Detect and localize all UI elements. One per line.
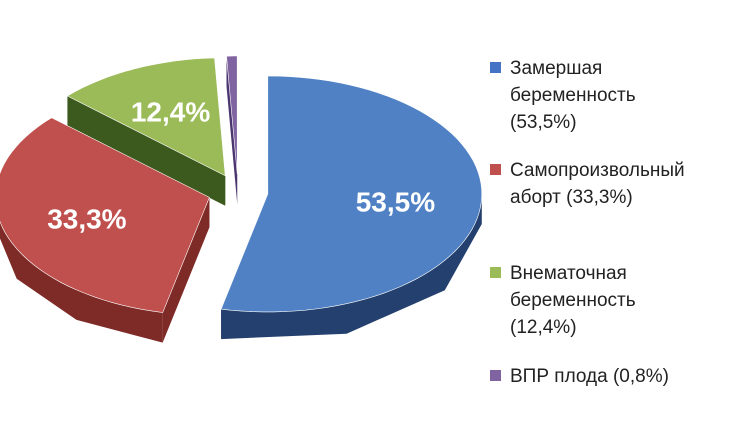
pie-slice-side-frozen-pregnancy [221,193,482,340]
pie-slice-wall-spontaneous-abortion-0 [162,197,210,343]
pie-slice-side-spontaneous-abortion [0,221,163,343]
pie-slices [0,55,483,343]
legend-item-spontaneous-abortion: Самопроизвольный аборт (33,3%) [490,157,730,211]
pie-slice-frozen-pregnancy [220,75,483,313]
pie-slice-spontaneous-abortion [0,117,210,313]
pie-slice-wall-fetal-malformation-0 [226,56,238,205]
legend-swatch-frozen-pregnancy [490,62,501,73]
legend-item-frozen-pregnancy: Замершая беременность (53,5%) [490,55,730,136]
legend-label-ectopic-pregnancy: Внематочная беременность (12,4%) [510,263,636,338]
legend-swatch-spontaneous-abortion [490,164,501,175]
legend-label-spontaneous-abortion: Самопроизвольный аборт (33,3%) [510,160,685,208]
pie-data-labels: 53,5% 33,3% 12,4% [47,97,435,235]
pie-slice-ectopic-pregnancy [66,57,226,177]
pie-slice-fetal-malformation [226,55,238,175]
data-label-frozen-pregnancy: 53,5% [356,187,435,218]
legend-label-frozen-pregnancy: Замершая беременность (53,5%) [510,58,636,133]
pie-slice-wall-ectopic-pregnancy-0 [67,96,226,206]
legend-swatch-fetal-malformation [490,370,501,381]
legend-swatch-ectopic-pregnancy [490,267,501,278]
legend-label-fetal-malformation: ВПР плода (0,8%) [510,366,669,387]
legend-item-fetal-malformation: ВПР плода (0,8%) [490,363,730,390]
legend-item-ectopic-pregnancy: Внематочная беременность (12,4%) [490,260,730,341]
data-label-spontaneous-abortion: 33,3% [47,204,126,235]
data-label-ectopic-pregnancy: 12,4% [131,97,210,128]
